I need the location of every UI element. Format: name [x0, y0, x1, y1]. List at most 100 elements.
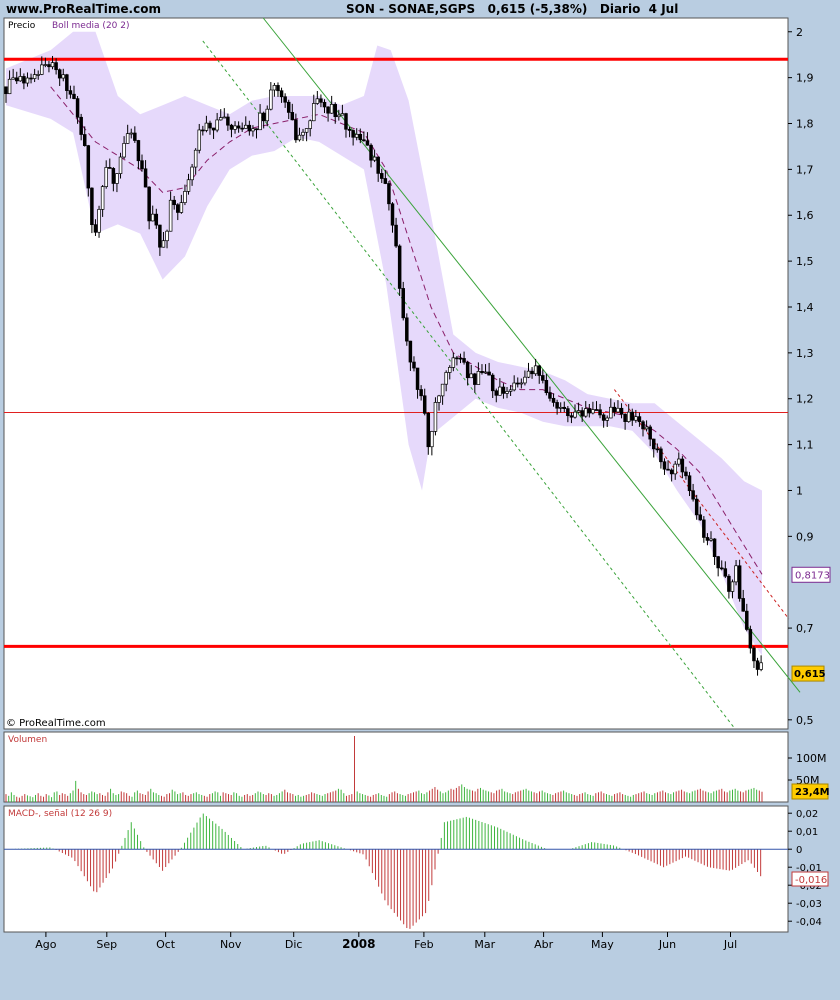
candle-body	[591, 409, 595, 414]
x-axis: Ago Sep Oct Nov Dic 2008 Feb Mar Abr May Jun Jul	[35, 932, 737, 951]
candle-body	[193, 149, 198, 168]
x-tick-label: Mar	[474, 938, 495, 951]
macd-panel-title: MACD-, señal (12 26 9)	[8, 809, 112, 819]
candle-body	[562, 406, 567, 409]
candle-body	[240, 127, 244, 130]
candle-body	[634, 416, 638, 421]
x-tick-label: Abr	[534, 938, 554, 951]
candle-body	[601, 414, 606, 421]
candle-body	[494, 390, 499, 396]
candle-body	[605, 417, 609, 421]
candle-body	[369, 144, 373, 161]
candle-body	[397, 245, 402, 289]
copyright-label: © ProRealTime.com	[6, 718, 106, 729]
candle-body	[354, 133, 359, 138]
candle-body	[122, 143, 126, 158]
candle-body	[462, 358, 466, 363]
candle-body	[218, 117, 223, 121]
candle-body	[616, 407, 620, 413]
candle-body	[204, 122, 209, 131]
candle-body	[258, 112, 262, 131]
macd-tick-label: -0,02	[796, 881, 822, 892]
bollinger-band-fill	[6, 31, 762, 656]
candle-body	[516, 382, 520, 385]
candle-body	[505, 391, 509, 394]
candle-body	[555, 402, 559, 409]
candle-body	[329, 104, 334, 114]
candle-body	[133, 132, 137, 141]
candle-body	[344, 113, 348, 130]
x-tick-label: Dic	[285, 938, 303, 951]
price-tick-label: 1,1	[796, 439, 814, 452]
candle-body	[508, 389, 513, 392]
candle-body	[644, 426, 649, 430]
candle-body	[677, 458, 681, 465]
candle-body	[315, 98, 320, 104]
candle-body	[755, 660, 760, 670]
candle-body	[197, 129, 201, 151]
last-price-text: 0,615	[794, 669, 826, 680]
candle-body	[705, 537, 710, 541]
candle-body	[147, 186, 151, 222]
candle-body	[143, 168, 148, 188]
candle-body	[702, 519, 706, 538]
candle-body	[569, 415, 574, 418]
candle-body	[229, 124, 234, 130]
candle-body	[333, 104, 337, 118]
candle-body	[222, 116, 227, 119]
candle-body	[161, 240, 166, 248]
candle-body	[440, 383, 445, 397]
candle-body	[272, 85, 277, 91]
instrument-title: SON - SONAE,SGPS 0,615 (-5,38%) Diario 4…	[346, 2, 679, 16]
candle-body	[208, 122, 212, 129]
candle-body	[759, 662, 763, 670]
candle-body	[659, 448, 663, 463]
site-name[interactable]: www.ProRealTime.com	[6, 2, 161, 16]
macd-panel: MACD-, señal (12 26 9) 0,020,010-0,01-0,…	[3, 805, 829, 933]
candle-body	[437, 395, 441, 403]
x-tick-label: Jun	[658, 938, 676, 951]
candle-body	[673, 463, 677, 475]
candle-body	[61, 74, 66, 79]
candle-body	[269, 89, 273, 110]
candle-body	[286, 101, 291, 113]
price-tick-label: 0,7	[796, 622, 814, 635]
candle-body	[551, 397, 556, 403]
candle-body	[308, 120, 312, 129]
candle-body	[519, 382, 524, 385]
candle-body	[566, 408, 570, 417]
candle-body	[319, 98, 323, 103]
candle-body	[25, 77, 30, 84]
candle-body	[68, 90, 73, 95]
candle-body	[573, 411, 577, 418]
candle-body	[401, 288, 405, 319]
x-tick-label: Feb	[414, 938, 433, 951]
candle-body	[526, 370, 531, 378]
bollinger-band	[6, 31, 763, 656]
candle-body	[483, 371, 488, 374]
candle-body	[14, 77, 19, 82]
candle-body	[669, 469, 674, 475]
candle-body	[236, 125, 241, 129]
candle-body	[40, 64, 44, 75]
x-tick-label: Oct	[156, 938, 176, 951]
candle-body	[666, 468, 670, 471]
candle-body	[737, 565, 742, 599]
candle-body	[279, 90, 284, 98]
candle-body	[716, 556, 720, 569]
candle-body	[337, 114, 341, 118]
candle-body	[748, 629, 753, 649]
candle-body	[583, 408, 588, 417]
candle-body	[75, 98, 80, 118]
candle-body	[18, 76, 23, 82]
candle-body	[304, 128, 309, 133]
candle-body	[104, 167, 108, 187]
candle-body	[451, 357, 456, 368]
x-tick-label: May	[591, 938, 614, 951]
volume-bars	[5, 736, 763, 802]
candle-body	[745, 610, 749, 630]
candle-body	[422, 395, 427, 414]
macd-tick-label: -0,03	[796, 899, 822, 910]
candle-body	[498, 386, 502, 396]
